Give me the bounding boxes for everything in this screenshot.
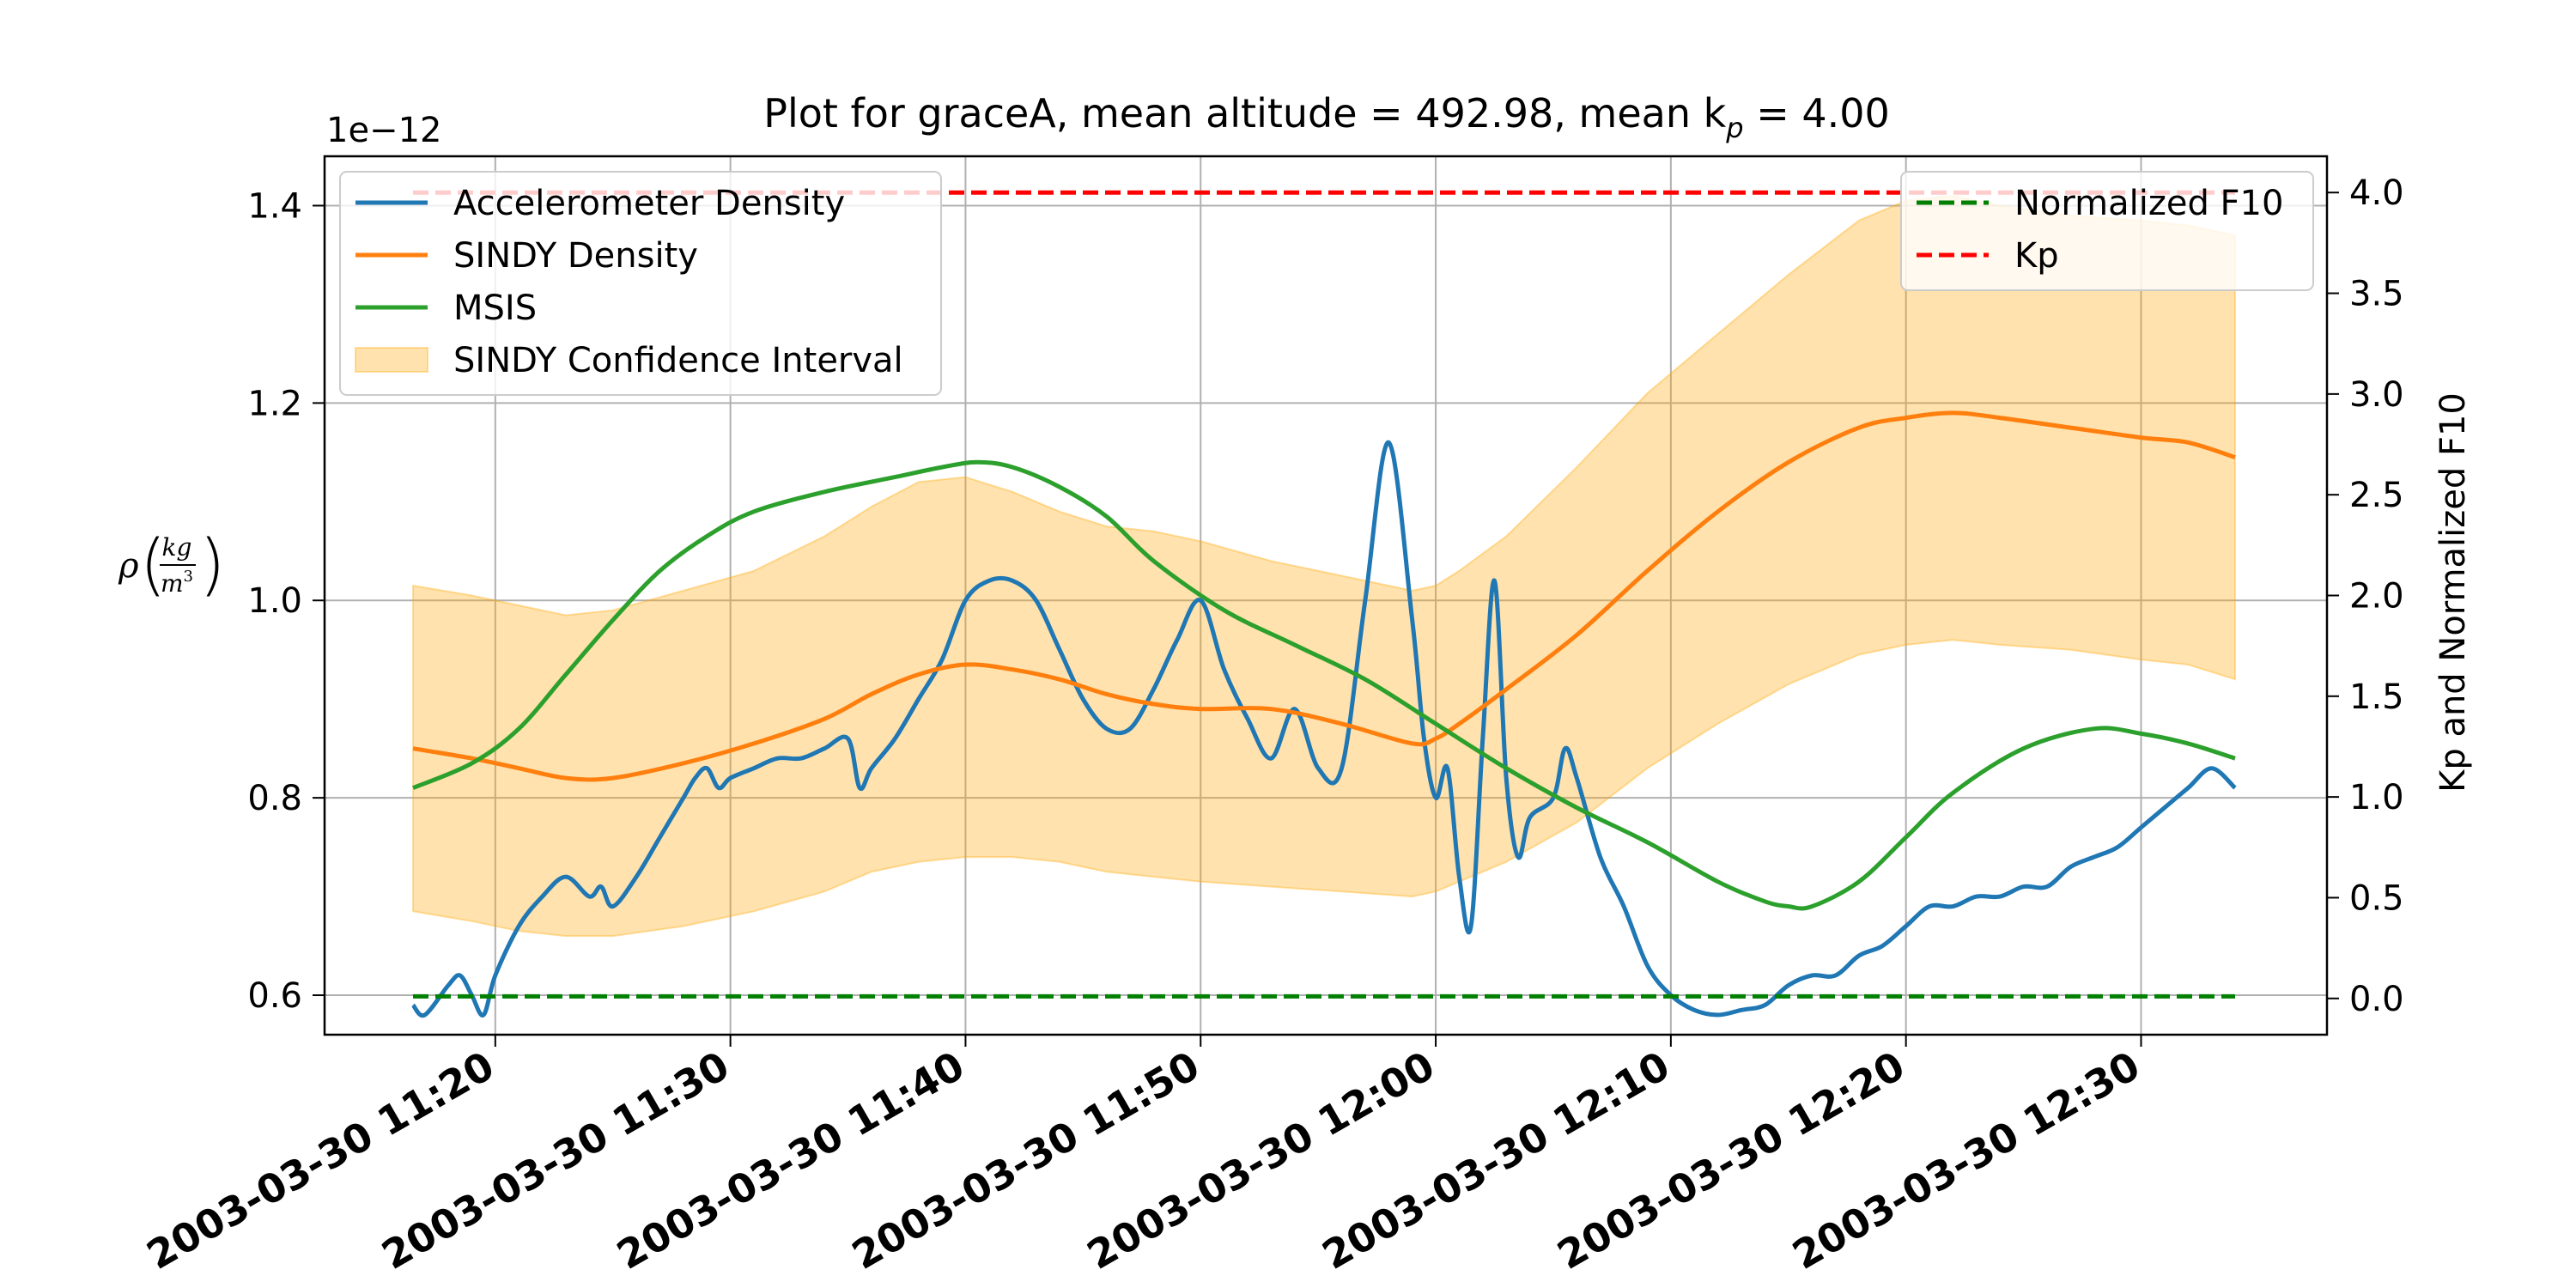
svg-text:m3: m3 [161, 568, 193, 598]
y2-tick-label: 1.5 [2349, 677, 2404, 717]
y-tick-label: 0.6 [247, 976, 302, 1016]
y-label-denominator: m [161, 569, 184, 598]
legend-entry-label: Kp [2014, 236, 2059, 276]
y-tick-label: 0.8 [247, 779, 302, 818]
legend-entry-label: Accelerometer Density [453, 184, 845, 223]
title-subscript: p [1725, 112, 1743, 144]
y2-tick-label: 0.0 [2349, 980, 2404, 1019]
sindy-density-line [412, 410, 2236, 782]
y2-tick-label: 2.0 [2349, 577, 2404, 617]
legend_left-frame [339, 171, 942, 396]
y2-axis-label: Kp and Normalized F10 [2433, 392, 2473, 793]
y2-tick-label: 4.0 [2349, 173, 2404, 213]
title-suffix: = 4.00 [1744, 90, 1890, 137]
legend-entry-label: SINDY Confidence Interval [453, 341, 903, 380]
title-main: Plot for graceA, mean altitude = 492.98,… [763, 90, 1726, 137]
y-label-paren-close: ) [199, 526, 225, 604]
sindy-confidence-interval-band [412, 194, 2236, 938]
y2-tick-label: 2.5 [2349, 476, 2404, 515]
msis-line [412, 459, 2236, 911]
y2-tick-label: 3.5 [2349, 275, 2404, 314]
legend-entry-label: Normalized F10 [2014, 184, 2283, 223]
y-label-numerator: kg [162, 533, 192, 562]
y-tick-label: 1.0 [247, 581, 302, 621]
legend-left: Accelerometer Density SINDY Density MSIS SI… [339, 171, 942, 396]
y-tick-label: 1.4 [247, 186, 302, 226]
y-axis-label: ρ ( kg m3 ) [118, 526, 225, 604]
legend-entry-label: MSIS [453, 289, 537, 328]
chart-title: Plot for graceA, mean altitude = 492.98,… [763, 90, 1890, 144]
right-axis-ticks: 0.0 0.5 1.0 1.5 2.0 2.5 3.0 3.5 4.0 [2327, 173, 2404, 1019]
y2-tick-label: 1.0 [2349, 778, 2404, 817]
left-axis-ticks: 0.6 0.8 1.0 1.2 1.4 [247, 186, 325, 1016]
y-offset-label: 1e−12 [326, 111, 441, 150]
legend-right: Normalized F10 Kp [1900, 171, 2314, 291]
confidence-band-layer [412, 194, 2236, 938]
y-tick-label: 1.2 [247, 384, 302, 423]
y-label-exponent: 3 [184, 568, 193, 586]
y-label-rho: ρ [118, 546, 139, 586]
legend_right-frame [1900, 171, 2314, 291]
legend-entry-label: SINDY Density [453, 236, 698, 276]
y2-tick-label: 3.0 [2349, 375, 2404, 415]
legend-swatch [355, 347, 428, 373]
accelerometer-density-line [411, 440, 2237, 1018]
y2-tick-label: 0.5 [2349, 878, 2404, 918]
